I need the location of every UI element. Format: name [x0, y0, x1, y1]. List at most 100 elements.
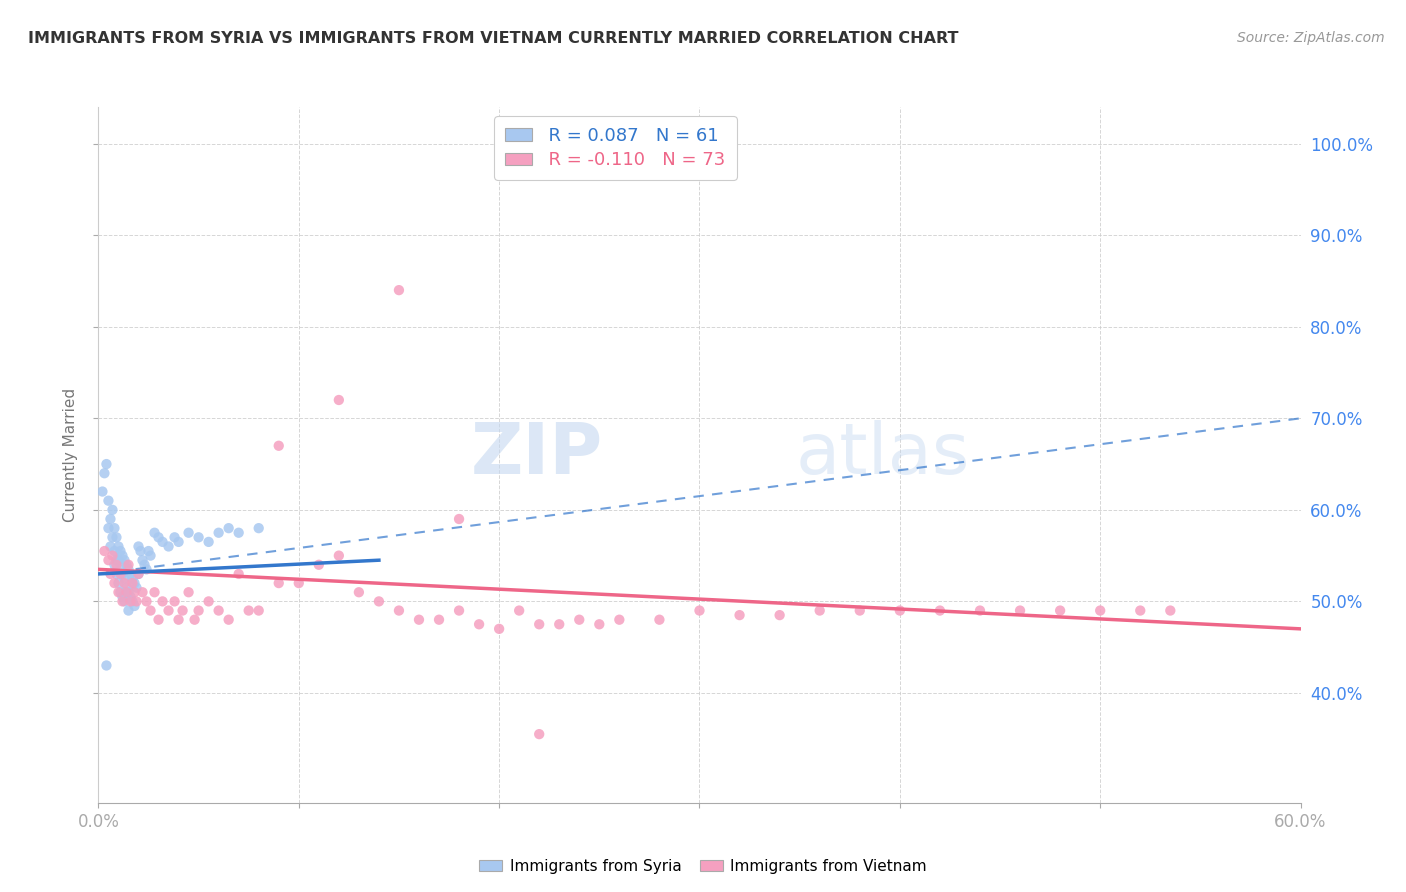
Point [96, 457, 118, 471]
Point [111, 594, 134, 608]
Point [120, 566, 142, 581]
Point [120, 590, 142, 604]
Point [125, 581, 148, 595]
Point [447, 603, 470, 617]
Point [105, 558, 128, 572]
Point [163, 594, 186, 608]
Point [427, 613, 450, 627]
Point [120, 594, 142, 608]
Point [408, 613, 430, 627]
Point [129, 544, 152, 558]
Point [107, 540, 129, 554]
Point [103, 576, 125, 591]
Point [110, 585, 132, 599]
Point [568, 613, 591, 627]
Point [100, 540, 122, 554]
Point [488, 622, 510, 636]
Point [110, 566, 132, 581]
Point [388, 603, 411, 617]
Point [105, 530, 128, 544]
Point [101, 549, 124, 563]
Point [208, 603, 231, 617]
Point [96, 658, 118, 673]
Point [328, 549, 350, 563]
Point [124, 576, 146, 591]
Point [167, 613, 190, 627]
Point [135, 594, 157, 608]
Point [328, 392, 350, 407]
Point [609, 613, 631, 627]
Point [468, 617, 491, 632]
Point [247, 521, 270, 535]
Point [889, 603, 911, 617]
Text: ZIP: ZIP [471, 420, 603, 490]
Point [808, 603, 831, 617]
Point [128, 540, 150, 554]
Point [101, 530, 124, 544]
Point [247, 603, 270, 617]
Point [114, 576, 136, 591]
Point [388, 283, 411, 297]
Point [197, 594, 219, 608]
Legend: Immigrants from Syria, Immigrants from Vietnam: Immigrants from Syria, Immigrants from V… [472, 853, 934, 880]
Point [134, 558, 156, 572]
Point [124, 585, 146, 599]
Point [117, 558, 139, 572]
Point [115, 581, 138, 595]
Point [1088, 603, 1111, 617]
Point [368, 594, 391, 608]
Point [929, 603, 952, 617]
Point [125, 594, 148, 608]
Point [131, 585, 153, 599]
Point [157, 603, 180, 617]
Point [110, 544, 132, 558]
Point [197, 535, 219, 549]
Point [728, 608, 751, 623]
Point [143, 525, 166, 540]
Point [111, 549, 134, 563]
Point [172, 603, 194, 617]
Point [139, 549, 162, 563]
Point [107, 585, 129, 599]
Point [228, 566, 250, 581]
Point [139, 603, 162, 617]
Point [1129, 603, 1152, 617]
Point [97, 493, 120, 508]
Point [97, 521, 120, 535]
Point [969, 603, 991, 617]
Point [103, 521, 125, 535]
Point [93, 467, 115, 481]
Point [110, 562, 132, 576]
Point [143, 585, 166, 599]
Point [97, 553, 120, 567]
Point [111, 566, 134, 581]
Point [308, 558, 330, 572]
Point [128, 566, 150, 581]
Text: Source: ZipAtlas.com: Source: ZipAtlas.com [1237, 31, 1385, 45]
Point [208, 525, 231, 540]
Text: IMMIGRANTS FROM SYRIA VS IMMIGRANTS FROM VIETNAM CURRENTLY MARRIED CORRELATION C: IMMIGRANTS FROM SYRIA VS IMMIGRANTS FROM… [28, 31, 959, 46]
Point [588, 617, 610, 632]
Point [187, 530, 209, 544]
Point [124, 599, 146, 613]
Point [148, 613, 170, 627]
Point [114, 553, 136, 567]
Point [100, 512, 122, 526]
Point [218, 613, 240, 627]
Point [93, 544, 115, 558]
Point [183, 613, 205, 627]
Point [1010, 603, 1032, 617]
Point [101, 503, 124, 517]
Point [121, 594, 143, 608]
Point [1049, 603, 1071, 617]
Point [107, 553, 129, 567]
Point [529, 727, 551, 741]
Point [115, 585, 138, 599]
Point [117, 562, 139, 576]
Point [177, 525, 200, 540]
Point [529, 617, 551, 632]
Point [1159, 603, 1181, 617]
Point [177, 585, 200, 599]
Point [163, 530, 186, 544]
Point [187, 603, 209, 617]
